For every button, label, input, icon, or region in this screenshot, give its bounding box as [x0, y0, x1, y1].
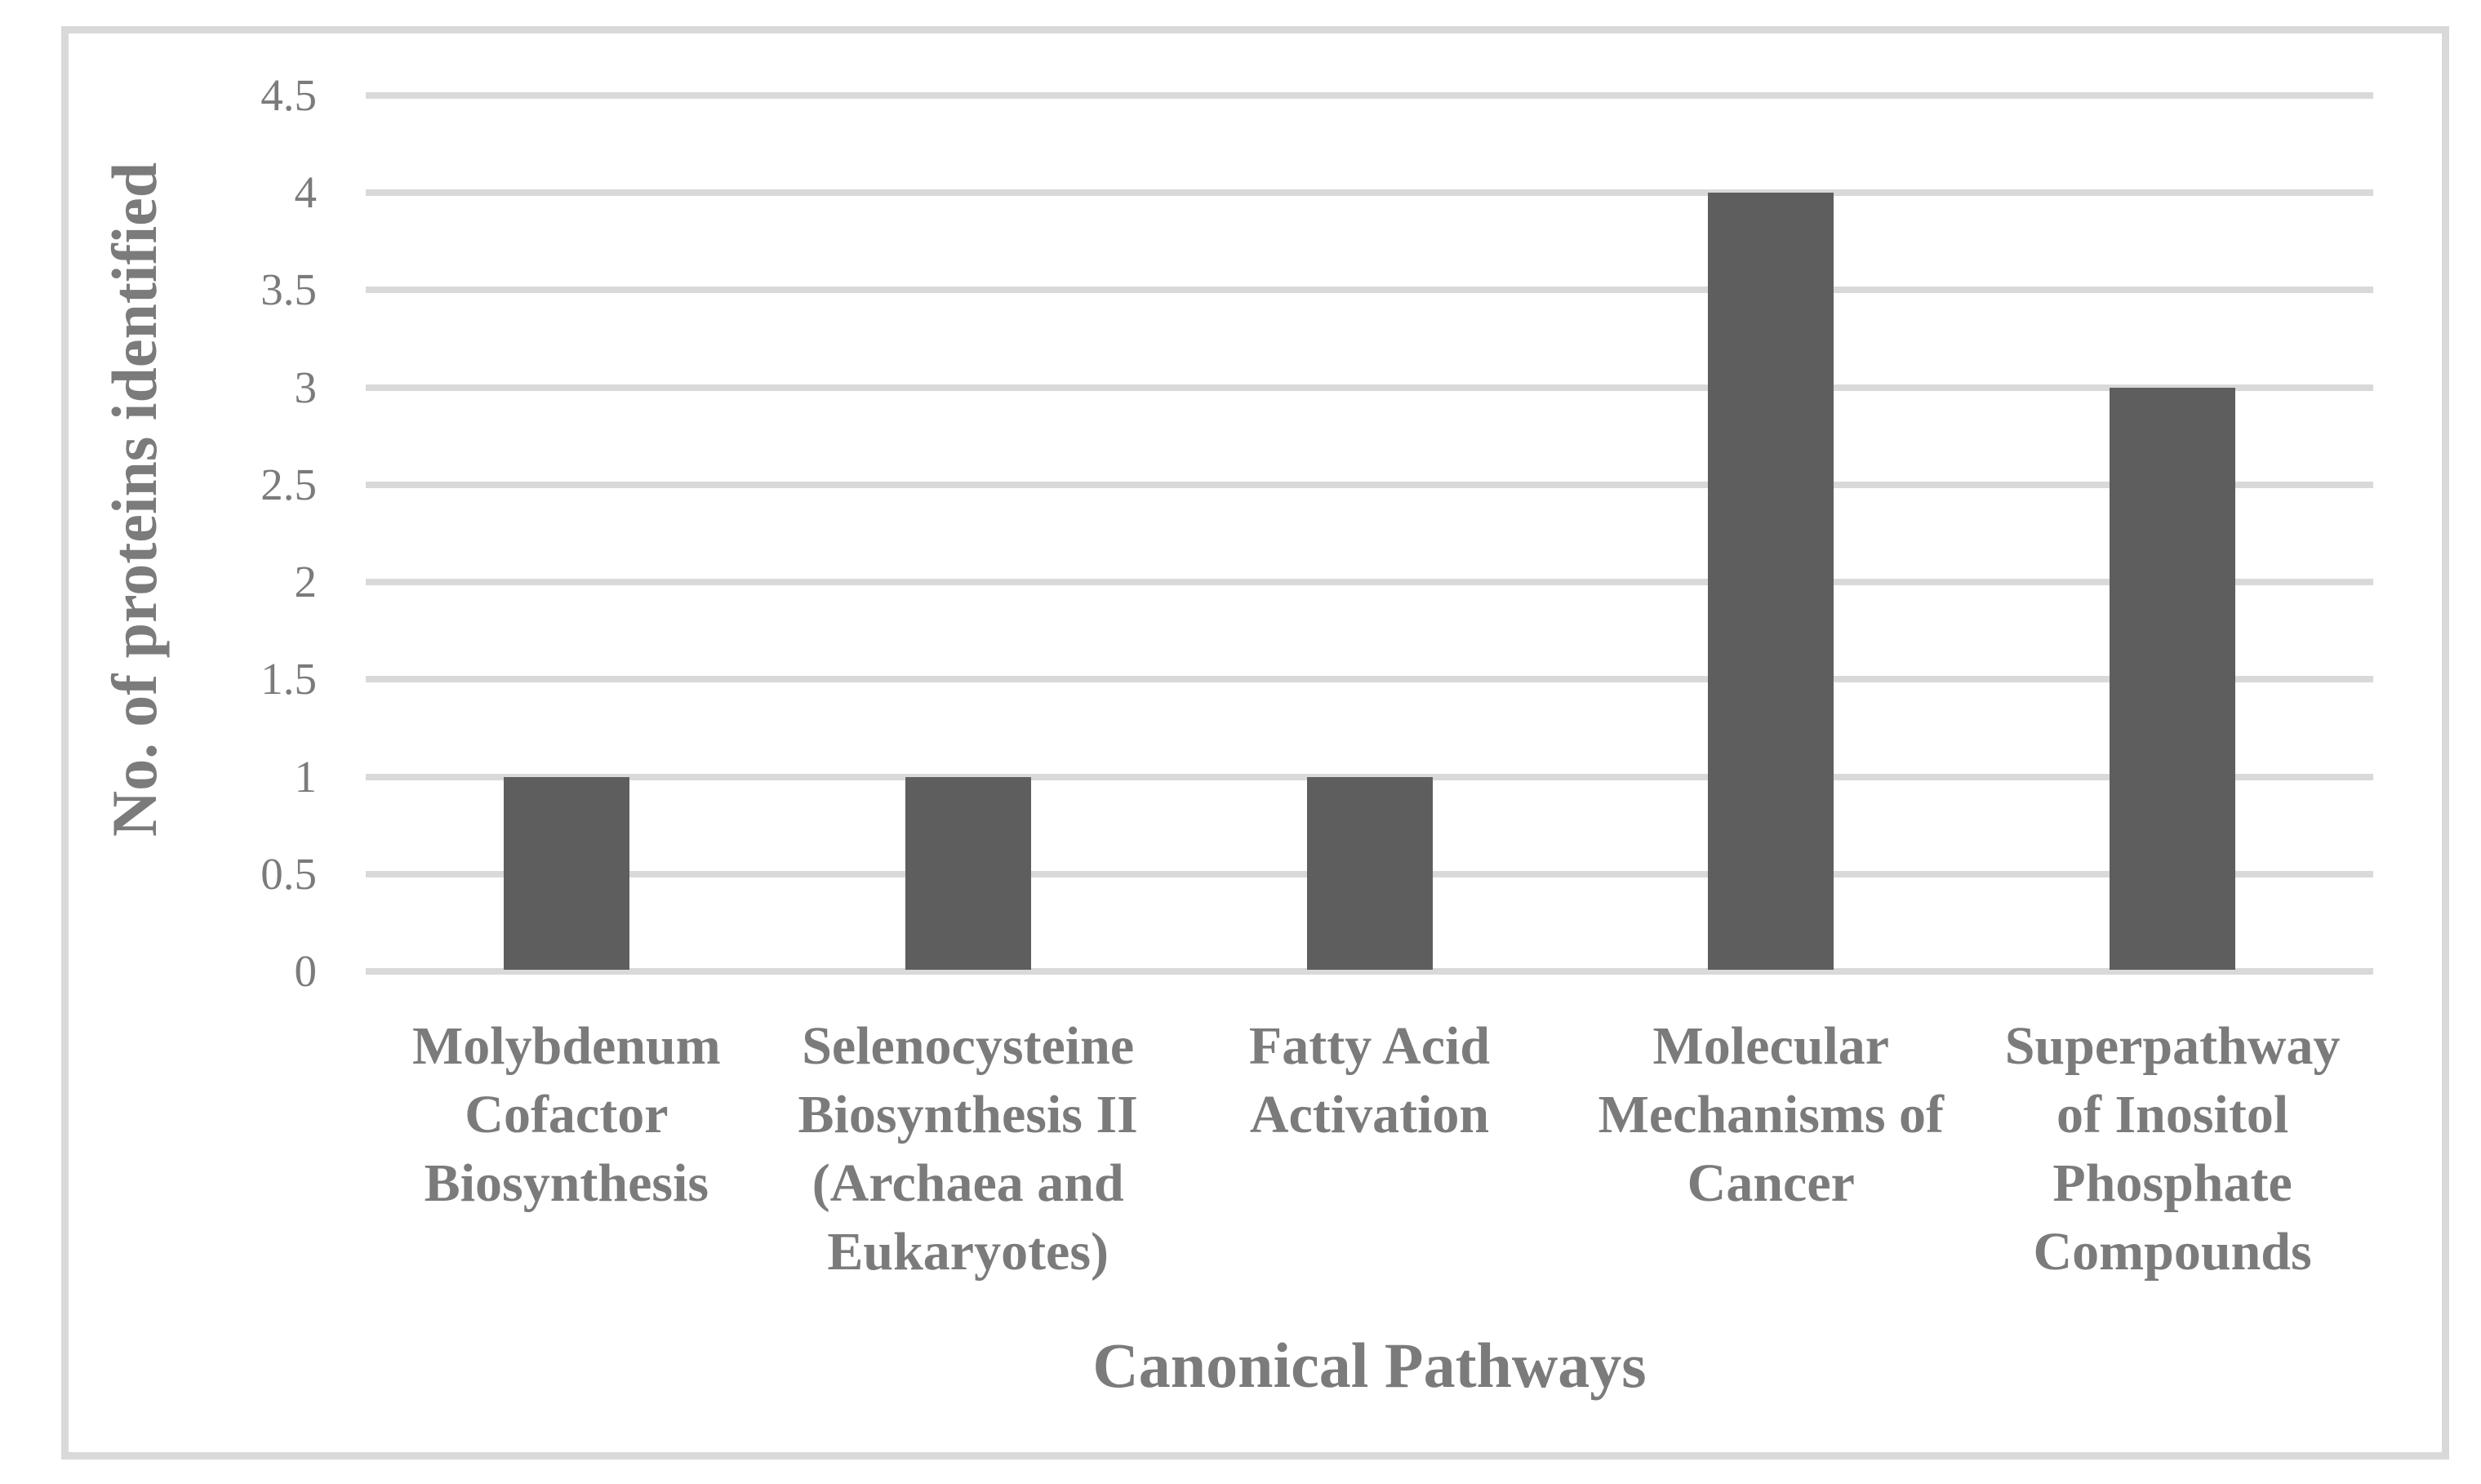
gridline — [366, 384, 2373, 391]
bar — [2110, 387, 2236, 970]
bar — [1306, 776, 1433, 970]
y-tick-label: 1.5 — [260, 654, 317, 704]
category-label: Molybdenum Cofactor Biosynthesis — [412, 1016, 721, 1213]
y-tick-label: 1 — [294, 751, 318, 802]
y-tick-label: 3 — [294, 362, 318, 412]
gridline — [366, 189, 2373, 197]
bar — [905, 776, 1031, 970]
y-tick-label: 3.5 — [260, 264, 317, 315]
gridline — [366, 287, 2373, 294]
bar — [1708, 193, 1834, 970]
gridline — [366, 579, 2373, 586]
gridline — [366, 676, 2373, 683]
category-label: Fatty Acid Activation — [1248, 1016, 1491, 1144]
category-label: Molecular Mechanisms of Cancer — [1598, 1016, 1945, 1213]
y-tick-label: 0.5 — [260, 848, 317, 899]
gridline — [366, 968, 2373, 975]
y-tick-label: 2 — [294, 557, 318, 607]
bar — [503, 776, 629, 970]
chart-frame — [61, 26, 2449, 1460]
category-label: Superpathway of Inositol Phosphate Compo… — [2004, 1016, 2341, 1282]
y-tick-label: 0 — [294, 946, 318, 996]
y-tick-label: 2.5 — [260, 459, 317, 509]
y-tick-label: 4.5 — [260, 70, 317, 120]
category-label: Selenocysteine Biosynthesis II (Archaea … — [798, 1016, 1138, 1282]
x-axis-title: Canonical Pathways — [1092, 1330, 1647, 1401]
gridline — [366, 92, 2373, 99]
y-tick-label: 4 — [294, 167, 318, 218]
y-axis-title-text: No. of proteins identified — [99, 162, 170, 838]
gridline — [366, 481, 2373, 488]
